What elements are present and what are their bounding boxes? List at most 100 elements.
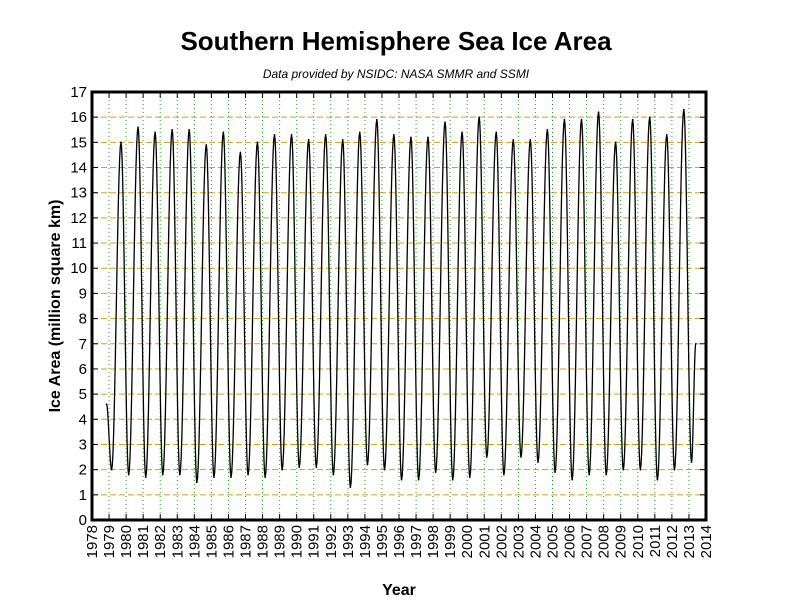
x-tick-label: 2000: [459, 525, 476, 558]
data-point: [315, 466, 318, 468]
data-point: [588, 473, 590, 476]
x-tick-label: 1992: [323, 525, 340, 558]
x-tick-label: 2009: [613, 525, 630, 558]
data-point: [105, 403, 108, 405]
data-point: [690, 461, 693, 463]
data-point: [444, 121, 446, 124]
x-tick-label: 2013: [681, 525, 698, 558]
x-tick-label: 2011: [647, 525, 664, 557]
data-point: [290, 134, 293, 136]
x-tick-label: 1998: [425, 525, 442, 558]
data-point: [273, 134, 276, 136]
data-point: [341, 139, 344, 141]
x-tick-label: 1989: [272, 525, 289, 558]
x-tick-label: 2004: [527, 525, 544, 558]
chart-title: Southern Hemisphere Sea Ice Area: [180, 26, 612, 56]
data-point: [144, 476, 147, 479]
y-tick-label: 4: [79, 411, 87, 428]
x-tick-label: 2007: [579, 525, 596, 558]
data-point: [597, 111, 600, 113]
y-tick-label: 1: [79, 487, 87, 504]
x-tick-label: 1980: [118, 525, 135, 558]
y-tick-label: 12: [70, 210, 87, 227]
y-tick-label: 8: [79, 311, 87, 328]
data-point: [366, 463, 369, 466]
y-tick-label: 5: [79, 386, 87, 403]
data-point: [281, 468, 283, 471]
x-tick-label: 1981: [135, 525, 152, 558]
x-tick-label: 2010: [630, 525, 647, 558]
x-tick-label: 2006: [562, 525, 579, 558]
y-axis-title: Ice Area (million square km): [47, 200, 64, 413]
y-tick-label: 2: [79, 462, 87, 479]
y-tick-label: 11: [71, 235, 87, 252]
x-tick-label: 1984: [186, 525, 203, 558]
x-tick-label: 1988: [255, 525, 272, 558]
data-point: [376, 118, 378, 121]
data-point: [503, 473, 505, 476]
y-tick-label: 16: [70, 109, 87, 126]
x-tick-label: 1986: [220, 525, 237, 558]
data-point: [648, 116, 651, 118]
y-tick-label: 6: [79, 361, 87, 378]
data-point: [571, 478, 573, 481]
y-tick-label: 17: [70, 84, 87, 101]
x-tick-label: 1996: [391, 525, 408, 558]
data-point: [631, 118, 634, 121]
y-tick-label: 3: [79, 436, 87, 453]
data-point: [332, 473, 335, 476]
data-point: [694, 342, 697, 345]
data-point: [264, 476, 266, 479]
series-layer: [105, 108, 697, 489]
data-point: [196, 481, 198, 484]
data-point: [137, 126, 139, 129]
data-point: [563, 118, 566, 121]
data-point: [665, 134, 668, 136]
data-point: [110, 468, 113, 471]
data-point: [298, 466, 301, 468]
data-point: [161, 473, 164, 476]
x-axis-title: Year: [382, 582, 416, 599]
data-point: [400, 478, 403, 481]
data-point: [256, 141, 259, 144]
data-point: [673, 468, 676, 471]
data-point: [512, 139, 515, 141]
y-tick-label: 9: [79, 285, 87, 302]
data-point: [213, 476, 215, 479]
data-point: [410, 136, 412, 139]
data-point: [622, 468, 625, 471]
chart-subtitle: Data provided by NSIDC: NASA SMMR and SS…: [262, 67, 530, 81]
y-tick-label: 15: [70, 134, 87, 151]
data-point: [383, 468, 386, 471]
data-point: [468, 476, 471, 479]
data-point: [537, 461, 539, 463]
y-tick-label: 13: [70, 185, 87, 202]
data-point: [230, 476, 232, 479]
data-point: [461, 131, 463, 134]
x-tick-label: 2012: [664, 525, 681, 558]
data-point: [179, 473, 181, 476]
x-tick-label: 2003: [510, 525, 527, 558]
x-tick-label: 2014: [698, 525, 715, 558]
sea-ice-area-line: [105, 108, 697, 488]
data-point: [451, 478, 454, 481]
data-point: [580, 118, 583, 121]
y-tick-label: 14: [70, 160, 87, 177]
x-tick-label: 1978: [84, 525, 101, 558]
data-point: [486, 456, 488, 458]
x-tick-label: 1993: [340, 525, 357, 558]
y-tick-label: 10: [70, 260, 87, 277]
x-tick-label: 1979: [101, 525, 118, 558]
y-tick-label: 7: [79, 336, 87, 353]
data-point: [605, 473, 608, 476]
data-point: [171, 128, 173, 131]
data-point: [656, 478, 659, 481]
data-point: [358, 131, 361, 134]
x-tick-label: 2001: [476, 525, 493, 558]
data-point: [427, 136, 429, 139]
data-point: [188, 128, 191, 131]
grid: [92, 92, 706, 520]
x-tick-labels: 1978 1979 1980 1981 1982 1983 1984 1985 1986 1987…: [84, 525, 715, 558]
x-tick-label: 1994: [357, 525, 374, 558]
